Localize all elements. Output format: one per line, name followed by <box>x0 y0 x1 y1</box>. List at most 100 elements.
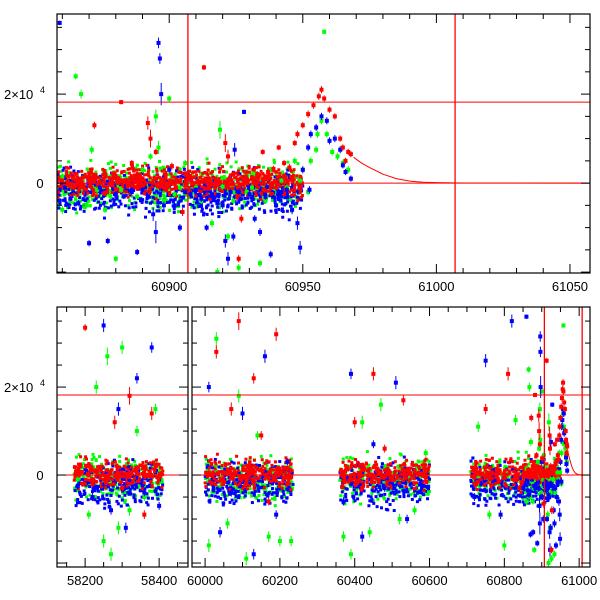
baseline-point <box>244 490 248 494</box>
baseline-point <box>276 484 280 488</box>
baseline-point <box>387 487 391 491</box>
baseline-point <box>81 204 85 208</box>
baseline-point <box>151 195 155 199</box>
baseline-point <box>78 493 82 497</box>
baseline-point <box>96 469 100 473</box>
baseline-point <box>198 175 202 179</box>
baseline-point <box>225 186 229 190</box>
baseline-point <box>209 458 213 462</box>
baseline-point <box>367 494 371 498</box>
baseline-point <box>171 182 175 186</box>
baseline-point <box>137 197 141 201</box>
baseline-point <box>231 182 235 186</box>
baseline-point <box>380 475 384 479</box>
baseline-point <box>256 481 260 485</box>
baseline-point <box>218 163 222 167</box>
baseline-point <box>104 482 108 486</box>
red-point <box>129 161 134 166</box>
blue-point <box>319 114 324 119</box>
baseline-point <box>195 205 199 209</box>
baseline-point <box>83 482 87 486</box>
baseline-point <box>259 186 263 190</box>
baseline-point <box>288 178 292 182</box>
baseline-point <box>278 174 282 178</box>
baseline-point <box>216 489 220 493</box>
baseline-point <box>260 177 264 181</box>
baseline-point <box>107 498 111 502</box>
baseline-point <box>125 469 129 473</box>
blue-point <box>274 203 279 208</box>
baseline-point <box>285 496 289 500</box>
baseline-point <box>143 173 147 177</box>
baseline-point <box>175 185 179 189</box>
baseline-point <box>275 469 279 473</box>
baseline-point <box>244 174 248 178</box>
green-point <box>346 167 351 172</box>
red-point <box>207 176 212 181</box>
red-point <box>346 149 351 154</box>
baseline-point <box>232 501 236 505</box>
baseline-point <box>278 466 282 470</box>
baseline-point <box>92 189 96 193</box>
baseline-point <box>173 182 177 186</box>
baseline-point <box>84 465 88 469</box>
baseline-point <box>234 499 238 503</box>
baseline-point <box>141 471 145 475</box>
baseline-point <box>76 190 80 194</box>
blue-point <box>63 185 68 190</box>
baseline-point <box>139 467 143 471</box>
baseline-point <box>80 169 84 173</box>
baseline-point <box>165 186 169 190</box>
baseline-point <box>161 473 165 477</box>
baseline-point <box>218 476 222 480</box>
baseline-point <box>87 195 91 199</box>
green-point <box>73 74 78 79</box>
baseline-point <box>58 202 62 206</box>
baseline-point <box>240 475 244 479</box>
baseline-point <box>282 470 286 474</box>
baseline-point <box>84 185 88 189</box>
baseline-point <box>405 478 409 482</box>
baseline-point <box>151 187 155 191</box>
baseline-point <box>264 181 268 185</box>
baseline-point <box>224 464 228 468</box>
blue-point <box>307 187 312 192</box>
blue-point <box>142 490 147 495</box>
baseline-point <box>376 473 380 477</box>
baseline-point <box>155 188 159 192</box>
baseline-point <box>106 162 110 166</box>
baseline-point <box>177 170 181 174</box>
baseline-point <box>415 476 419 480</box>
baseline-point <box>129 492 133 496</box>
red-point <box>255 172 260 177</box>
baseline-point <box>221 165 225 169</box>
baseline-point <box>209 482 213 486</box>
blue-point <box>157 503 162 508</box>
baseline-point <box>131 458 135 462</box>
red-point <box>135 184 140 189</box>
baseline-point <box>256 202 260 206</box>
baseline-point <box>274 477 278 481</box>
baseline-point <box>67 206 71 210</box>
blue-point <box>172 203 177 208</box>
baseline-point <box>129 465 133 469</box>
baseline-point <box>105 175 109 179</box>
baseline-point <box>196 168 200 172</box>
baseline-point <box>187 195 191 199</box>
baseline-point <box>64 210 68 214</box>
baseline-point <box>222 174 226 178</box>
blue-point <box>263 194 268 199</box>
baseline-point <box>82 175 86 179</box>
baseline-point <box>118 454 122 458</box>
blue-point <box>343 169 348 174</box>
baseline-point <box>379 480 383 484</box>
red-point <box>65 182 70 187</box>
blue-point <box>199 196 204 201</box>
baseline-point <box>89 158 93 162</box>
baseline-point <box>76 170 80 174</box>
baseline-point <box>123 490 127 494</box>
baseline-point <box>382 497 386 501</box>
baseline-point <box>129 176 133 180</box>
baseline-point <box>128 472 132 476</box>
baseline-point <box>73 197 77 201</box>
